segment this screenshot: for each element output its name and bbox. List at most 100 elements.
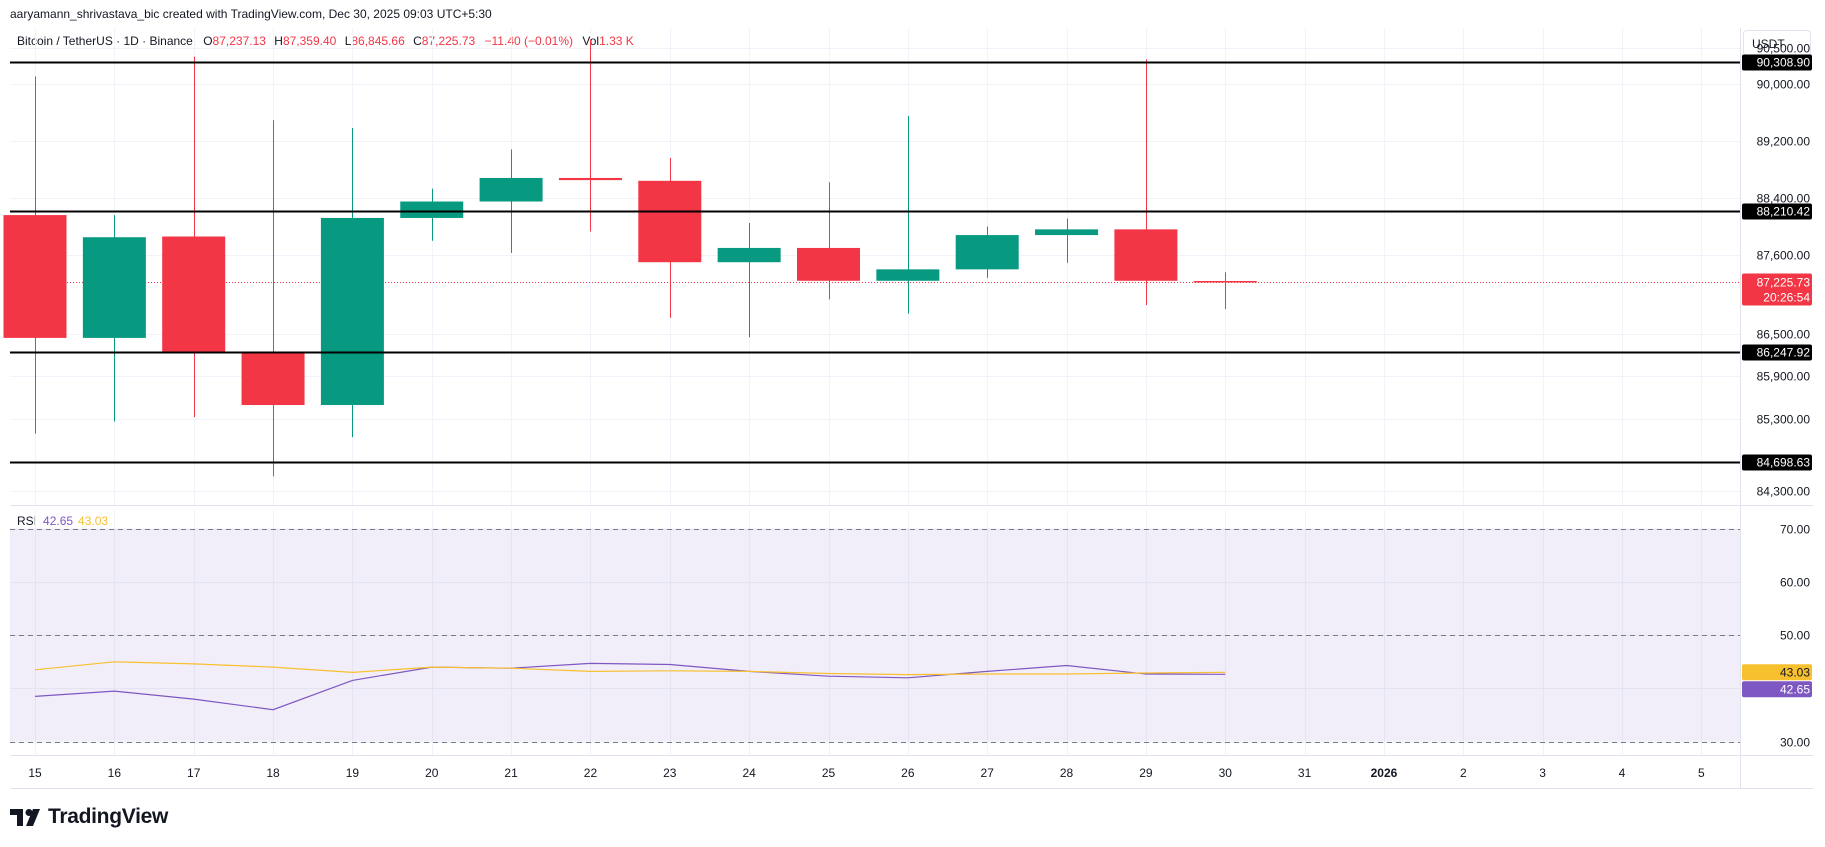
price-tick-label: 89,200.00 [1757,135,1811,149]
price-tick-label: 85,900.00 [1757,370,1811,384]
candle-body [955,235,1019,270]
level-badge-label: 86,247.92 [1757,346,1811,360]
x-tick-label: 31 [1298,766,1312,780]
x-tick-label: 2 [1460,766,1467,780]
x-tick-label: 18 [266,766,280,780]
candle-15 [3,76,67,434]
candle-body [241,352,305,406]
low-value: 86,845.66 [351,34,405,48]
x-tick-label: 21 [504,766,518,780]
x-tick-label: 23 [663,766,677,780]
x-tick-label: 20 [425,766,439,780]
x-tick-label: 3 [1539,766,1546,780]
candle-24 [717,222,781,338]
grid-lines [10,28,1740,755]
candle-body [1035,229,1099,236]
candle-19 [320,127,384,438]
price-tick-label: 88,400.00 [1757,192,1811,206]
candle-body [558,177,622,181]
candle-23 [638,157,702,318]
candle-21 [479,149,543,253]
x-tick-label: 29 [1139,766,1153,780]
tradingview-logo-text: TradingView [48,805,169,828]
rsi-tick-label: 70.00 [1780,523,1810,537]
candle-25 [797,182,860,300]
candle-body [320,217,384,406]
x-tick-label: 4 [1619,766,1626,780]
close-label: C [413,34,422,48]
candle-29 [1114,59,1178,306]
price-pane [3,39,1740,477]
low-label: L [344,34,352,48]
volume-value: 1.33 K [599,34,634,48]
rsi-pane [10,528,1740,743]
rsi-value: 42.65 [43,514,74,528]
candle-30 [1193,272,1257,309]
x-tick-label: 28 [1060,766,1074,780]
chart-attribution: aaryamann_shrivastava_bic created with T… [10,7,492,21]
high-value: 87,359.40 [282,34,337,48]
chart-area[interactable]: 15 16 17 18 19 20 21 22 23 24 25 26 27 28 29 30 31 2026 2 3… [0,0,1825,800]
rsi-ma-badge: 43.03 [1742,664,1812,681]
x-tick-label: 15 [28,766,42,780]
candle-27 [955,226,1019,278]
rsi-ma-badge-label: 43.03 [1780,665,1810,679]
level-badge-label: 90,308.90 [1757,56,1811,70]
price-tick-label: 86,500.00 [1757,328,1811,342]
candle-body [717,247,781,263]
rsi-tick-label: 60.00 [1780,576,1810,590]
rsi-line [34,662,1226,711]
x-tick-label: 17 [187,766,201,780]
level-badge: 86,247.92 [1742,344,1812,361]
rsi-label[interactable]: RSI [17,514,38,528]
candle-20 [400,188,464,241]
symbol-legend: Bitcoin / TetherUS · 1D · Binance O87,23… [17,34,634,48]
x-tick-label: 27 [981,766,995,780]
symbol-name[interactable]: Bitcoin / TetherUS · 1D · Binance [17,34,193,48]
candle-26 [876,115,940,314]
candle-body [82,237,146,338]
rsi-tick-label: 50.00 [1780,629,1810,643]
open-value: 87,237.13 [212,34,266,48]
level-badge-bg [1742,203,1812,220]
last-price-badge-bg [1742,273,1812,306]
level-badge: 90,308.90 [1742,54,1812,71]
rsi-ma-value: 43.03 [78,514,109,528]
x-tick-label: 24 [742,766,756,780]
candle-body [1114,229,1178,281]
rsi-tick-label: 30.00 [1780,736,1810,750]
rsi-badge-bg [1742,681,1812,698]
tradingview-logo-icon [10,809,40,826]
candle-body [638,180,702,263]
close-value: 87,225.73 [421,34,476,48]
price-tick-label: 87,600.00 [1757,249,1811,263]
level-badge-label: 84,698.63 [1757,456,1811,470]
change-value: −11.40 (−0.01%) [484,34,574,48]
candle-body [797,247,860,281]
rsi-ma-badge-bg [1742,664,1812,681]
candle-body [479,177,543,202]
x-tick-label: 2026 [1371,766,1398,780]
price-tick-label: 90,500.00 [1757,42,1811,56]
tradingview-logo[interactable]: TradingView [10,805,168,829]
level-badge-bg [1742,54,1812,71]
x-tick-label: 16 [108,766,122,780]
open-label: O [203,34,213,48]
last-price-label: 87,225.73 [1757,276,1811,290]
candle-body [162,236,226,353]
high-label: H [274,34,283,48]
level-badge-label: 88,210.42 [1757,205,1811,219]
rsi-badge: 42.65 [1742,681,1812,698]
candle-28 [1035,218,1099,263]
candle-body [3,215,67,338]
level-badge: 84,698.63 [1742,454,1812,471]
rsi-badge-label: 42.65 [1780,682,1810,696]
x-tick-label: 25 [822,766,836,780]
candle-body [400,201,464,218]
level-badge: 88,210.42 [1742,203,1812,220]
level-badge-bg [1742,454,1812,471]
rsi-ma-line [34,661,1226,676]
x-tick-label: 30 [1219,766,1233,780]
price-tick-label: 90,000.00 [1757,78,1811,92]
candle-22 [558,39,622,232]
